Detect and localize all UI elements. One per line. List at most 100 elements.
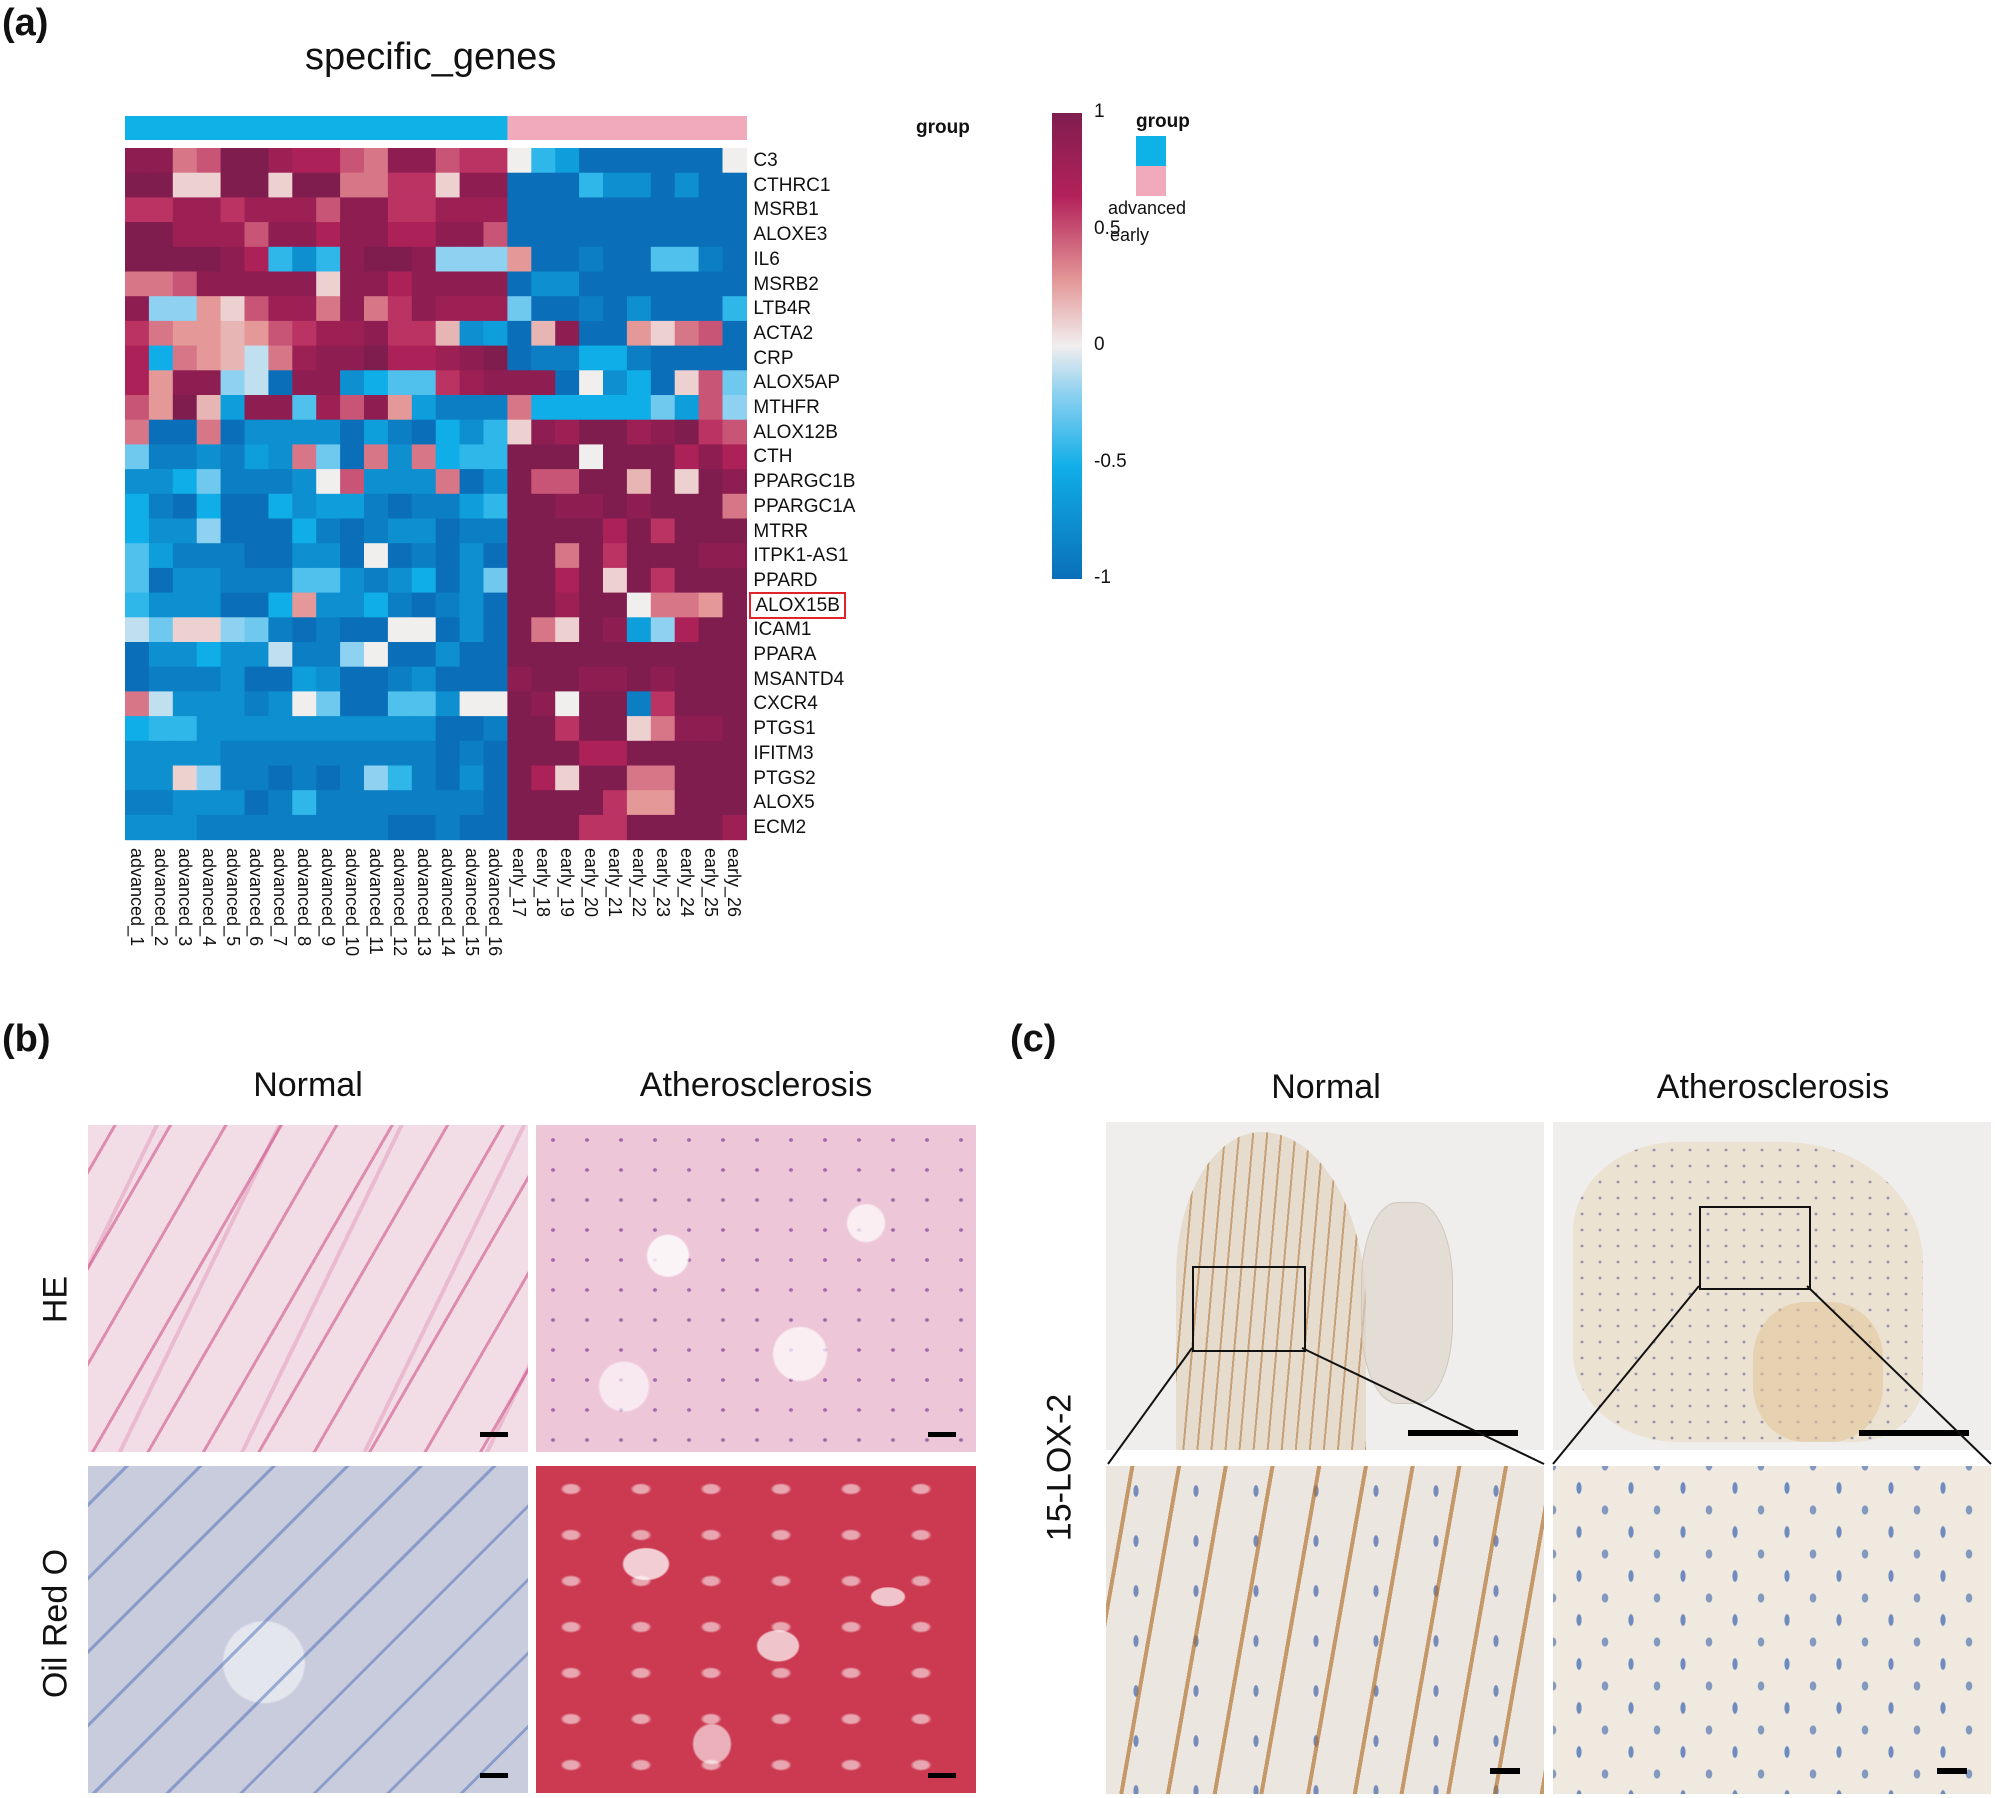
heatmap-cell xyxy=(172,271,198,297)
heatmap-cell xyxy=(435,740,461,767)
heatmap-cell xyxy=(531,370,556,396)
heatmap-cell xyxy=(698,642,724,668)
heatmap-cell xyxy=(674,642,700,668)
heatmap-cell xyxy=(244,345,269,371)
heatmap-cell xyxy=(459,469,485,495)
heatmap-cell xyxy=(172,296,198,322)
heatmap-cell xyxy=(316,716,341,742)
heatmap-cell xyxy=(268,592,293,618)
legend-label-advanced: advanced xyxy=(1108,198,1187,218)
heatmap-cell xyxy=(674,320,700,347)
heatmap-cell xyxy=(364,666,389,692)
heatmap-cell xyxy=(722,716,747,742)
heatmap-cell xyxy=(340,592,365,618)
heatmap-cell xyxy=(196,271,222,297)
heatmap-cell xyxy=(555,666,580,692)
heatmap-cell xyxy=(125,172,150,198)
heatmap-cell xyxy=(555,518,580,544)
heatmap-cell xyxy=(674,419,700,445)
colorbar-tick-label: -0.5 xyxy=(1094,450,1127,472)
heatmap-cell xyxy=(148,246,174,273)
heatmap-cell xyxy=(579,666,604,692)
heatmap-cell xyxy=(459,444,485,470)
heatmap-cell xyxy=(364,814,389,841)
annotation-cell-advanced xyxy=(244,116,269,140)
heatmap-cell xyxy=(172,197,198,223)
legend-title: group xyxy=(1136,111,1190,132)
heatmap-cell xyxy=(531,197,556,223)
heatmap-cell xyxy=(459,345,485,371)
heatmap-cell xyxy=(435,691,461,717)
heatmap-cell xyxy=(364,148,389,174)
heatmap-cell xyxy=(411,814,437,841)
heatmap-cell xyxy=(148,444,174,470)
heatmap-cell xyxy=(603,320,628,347)
heatmap-cell xyxy=(387,691,413,717)
gene-label: IL6 xyxy=(753,248,780,270)
heatmap-cell xyxy=(172,617,198,643)
heatmap-cell xyxy=(698,493,724,520)
heatmap-cell xyxy=(220,320,246,347)
heatmap-cell xyxy=(148,543,174,569)
gene-label: PTGS2 xyxy=(753,767,816,789)
heatmap-cell xyxy=(316,148,341,174)
heatmap-cell xyxy=(316,493,341,520)
heatmap-cell xyxy=(148,790,174,816)
heatmap-cell xyxy=(196,691,222,717)
heatmap-cell xyxy=(387,518,413,544)
heatmap-cell xyxy=(626,493,652,520)
heatmap-cell xyxy=(292,765,317,791)
heatmap-cell xyxy=(172,691,198,717)
heatmap-cell xyxy=(459,691,485,717)
heatmap-cell xyxy=(196,469,222,495)
heatmap-cell xyxy=(626,567,652,594)
heatmap-cell xyxy=(507,740,532,767)
heatmap-cell xyxy=(435,567,461,594)
heatmap-cell xyxy=(579,395,604,421)
heatmap-cell xyxy=(459,592,485,618)
heatmap-cell xyxy=(531,592,556,618)
heatmap-cell xyxy=(555,790,580,816)
heatmap-cell xyxy=(459,320,485,347)
heatmap-cell xyxy=(483,493,508,520)
heatmap-cell xyxy=(603,666,628,692)
heatmap-cell xyxy=(196,370,222,396)
heatmap-cell xyxy=(626,172,652,198)
heatmap-cell xyxy=(316,197,341,223)
heatmap-cell xyxy=(459,617,485,643)
heatmap-cell xyxy=(531,493,556,520)
heatmap-cell xyxy=(268,617,293,643)
heatmap-title: specific_genes xyxy=(305,36,557,78)
heatmap-cell xyxy=(340,642,365,668)
heatmap-cell xyxy=(579,370,604,396)
heatmap-cell xyxy=(364,691,389,717)
heatmap-cell xyxy=(698,271,724,297)
heatmap-cell xyxy=(674,543,700,569)
gene-label: ICAM1 xyxy=(753,619,812,641)
heatmap-cell xyxy=(387,345,413,371)
heatmap-cell xyxy=(555,765,580,791)
heatmap-cell xyxy=(292,642,317,668)
heatmap-cell xyxy=(531,469,556,495)
heatmap-cell xyxy=(364,543,389,569)
heatmap-cell xyxy=(316,790,341,816)
heatmap-cell xyxy=(125,246,150,273)
heatmap-cell xyxy=(196,716,222,742)
heatmap-cell xyxy=(292,691,317,717)
heatmap-cell xyxy=(244,271,269,297)
heatmap-cell xyxy=(364,617,389,643)
heatmap-cell xyxy=(364,790,389,816)
heatmap-cell xyxy=(316,419,341,445)
heatmap-cell xyxy=(292,148,317,174)
heatmap-cell xyxy=(579,740,604,767)
heatmap-cell xyxy=(698,197,724,223)
heatmap-cell xyxy=(459,222,485,248)
heatmap-cell xyxy=(292,493,317,520)
gene-label: CRP xyxy=(753,347,794,369)
heatmap-cell xyxy=(196,567,222,594)
heatmap-cell xyxy=(387,172,413,198)
heatmap-cell xyxy=(220,592,246,618)
heatmap-cell xyxy=(411,765,437,791)
heatmap-cell xyxy=(411,642,437,668)
heatmap-cell xyxy=(196,518,222,544)
